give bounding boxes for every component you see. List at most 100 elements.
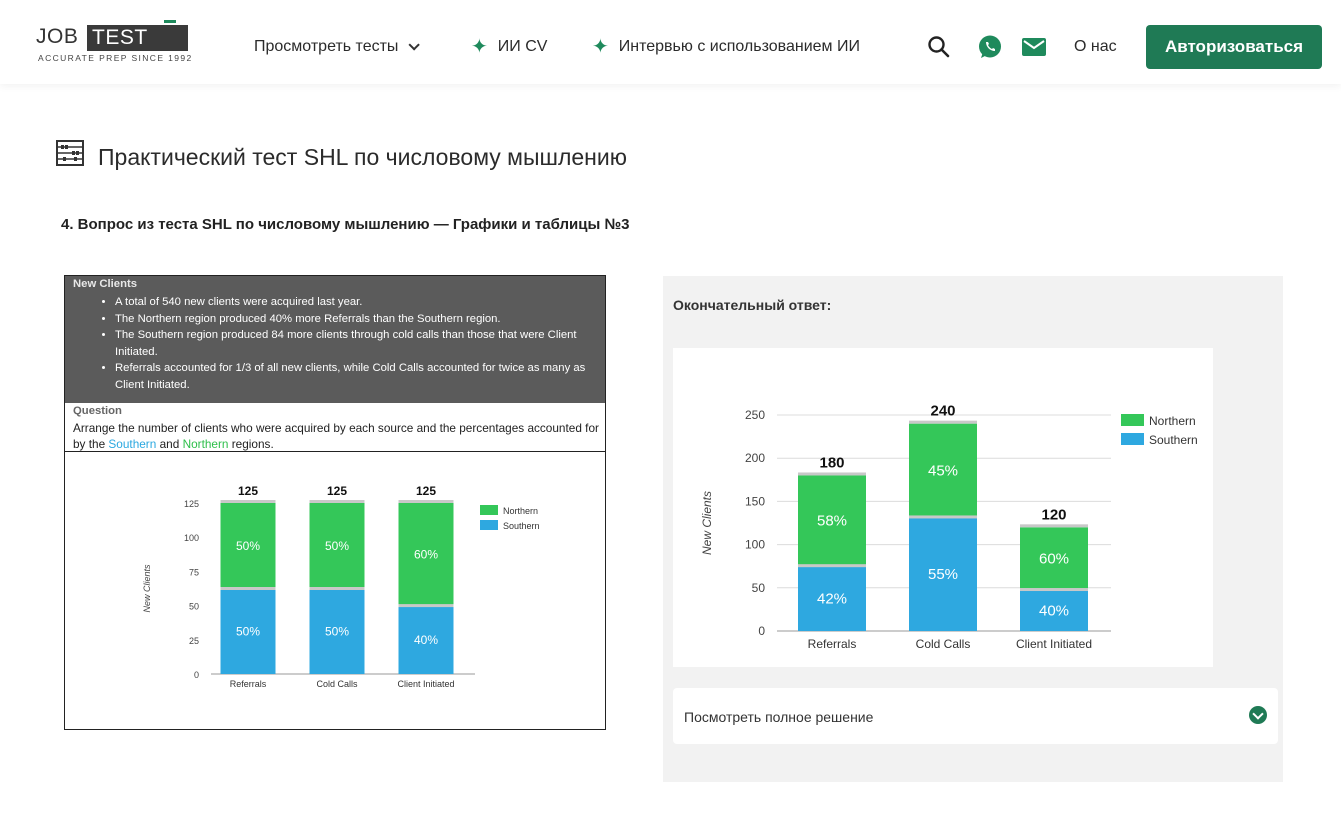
chevron-down-icon [408, 39, 421, 51]
y-axis-label: New Clients [142, 564, 152, 613]
page-title: Практический тест SHL по числовому мышле… [98, 144, 627, 170]
y-tick-label: 0 [758, 624, 765, 638]
search-icon[interactable] [926, 34, 952, 60]
bar-percent-label: 45% [928, 462, 958, 479]
bar-segment-southern [398, 605, 454, 674]
answer-chart: 0 50 100 150 200 250 New Clients 42% 58% 180 Refer… [700, 403, 1198, 651]
bar-segment-northern [309, 503, 365, 589]
sparkle-icon: ✦ [592, 36, 609, 58]
description-list: A total of 540 new clients were acquired… [115, 294, 595, 394]
bar-divider [309, 587, 365, 590]
y-tick-label: 50 [752, 581, 766, 595]
login-button[interactable]: Авторизоваться [1146, 25, 1322, 69]
bar-percent-label: 55% [928, 566, 958, 583]
description-item: A total of 540 new clients were acquired… [115, 294, 595, 311]
y-tick-label: 100 [184, 533, 199, 543]
chevron-down-icon [1249, 706, 1267, 724]
y-tick-label: 200 [745, 451, 765, 465]
description-item: The Northern region produced 40% more Re… [115, 311, 595, 328]
y-tick-label: 50 [189, 602, 199, 612]
description-item: Referrals accounted for 1/3 of all new c… [115, 360, 595, 393]
x-tick-label: Client Initiated [1016, 637, 1092, 651]
bar-total-label: 125 [416, 484, 436, 498]
legend-label: Northern [503, 506, 538, 516]
bar-segment-northern [798, 475, 866, 566]
bar-percent-label: 50% [236, 539, 260, 553]
bar-total-label: 125 [327, 484, 347, 498]
question-southern: Southern [108, 437, 157, 451]
answer-chart-container: 0 50 100 150 200 250 New Clients 42% 58% 180 Refer… [673, 348, 1213, 667]
legend-swatch [480, 520, 498, 530]
nav-about-label: О нас [1074, 38, 1117, 55]
data-description: New Clients A total of 540 new clients w… [65, 276, 605, 403]
bar-segment-northern [220, 503, 276, 589]
y-tick-label: 250 [745, 408, 765, 422]
x-tick-label: Cold Calls [316, 679, 358, 689]
nav-view-tests[interactable]: Просмотреть тесты [254, 36, 421, 58]
nav-about[interactable]: О нас [1074, 36, 1117, 58]
bar-cap [909, 420, 977, 424]
abacus-icon [56, 140, 84, 166]
legend-label: Southern [503, 521, 540, 531]
x-tick-label: Client Initiated [397, 679, 454, 689]
nav-ai-interview-label: Интервью с использованием ИИ [618, 38, 860, 55]
bar-segment-southern [798, 565, 866, 631]
bar-segment-southern [220, 588, 276, 674]
question-text-and: and [156, 437, 183, 451]
sparkle-icon: ✦ [471, 36, 488, 58]
bar-percent-label: 50% [325, 624, 349, 638]
bar-divider [1020, 588, 1088, 592]
nav-ai-cv[interactable]: ✦ ИИ CV [471, 36, 547, 58]
bar-cap [220, 500, 276, 503]
bar-percent-label: 58% [817, 513, 847, 530]
bar-percent-label: 60% [1039, 550, 1069, 567]
legend-swatch [1121, 433, 1144, 445]
question-chart: 0 25 50 75 100 125 New Clients 50% 50% 125 Referra… [142, 484, 540, 689]
legend-swatch [480, 505, 498, 515]
bar-cap [309, 500, 365, 503]
logo-word-job: JOB [36, 25, 79, 48]
y-tick-label: 100 [745, 538, 765, 552]
question-northern: Northern [182, 437, 229, 451]
bar-segment-northern [398, 503, 454, 606]
bar-percent-label: 60% [414, 547, 438, 561]
bar-percent-label: 40% [414, 633, 438, 647]
nav-ai-interview[interactable]: ✦ Интервью с использованием ИИ [592, 36, 860, 58]
bar-cap [398, 500, 454, 503]
legend-swatch [1121, 414, 1144, 426]
site-header: JOB TEST PREP ACCURATE PREP SINCE 1992 П… [0, 0, 1341, 84]
bar-total-label: 180 [819, 454, 844, 471]
logo[interactable]: JOB TEST PREP ACCURATE PREP SINCE 1992 [36, 20, 191, 73]
bar-percent-label: 50% [236, 624, 260, 638]
whatsapp-icon[interactable] [977, 34, 1003, 60]
legend-label: Northern [1149, 414, 1196, 428]
bar-total-label: 120 [1041, 506, 1066, 523]
y-axis-label: New Clients [700, 491, 714, 555]
bar-percent-label: 50% [325, 539, 349, 553]
nav-ai-cv-label: ИИ CV [497, 38, 548, 55]
y-tick-label: 75 [189, 567, 199, 577]
bar-total-label: 125 [238, 484, 258, 498]
bar-percent-label: 40% [1039, 602, 1069, 619]
bar-segment-northern [909, 423, 977, 517]
bar-total-label: 240 [930, 403, 955, 420]
view-solution-button[interactable]: Посмотреть полное решение [673, 688, 1278, 744]
bar-segment-southern [309, 588, 365, 674]
legend-label: Southern [1149, 433, 1198, 447]
question-label: Question [73, 405, 122, 417]
question-heading: 4. Вопрос из теста SHL по числовому мышл… [61, 216, 630, 233]
bar-divider [398, 604, 454, 608]
question-text-part: Arrange the number of clients who were a… [73, 421, 599, 451]
question-panel: New Clients A total of 540 new clients w… [64, 275, 606, 730]
bar-cap [798, 472, 866, 476]
bar-segment-southern [1020, 589, 1088, 631]
y-tick-label: 125 [184, 499, 199, 509]
bar-divider [798, 564, 866, 568]
question-text-end: regions. [228, 437, 274, 451]
view-solution-label: Посмотреть полное решение [684, 709, 874, 725]
bar-percent-label: 42% [817, 590, 847, 607]
description-header: New Clients [73, 278, 138, 290]
mail-icon[interactable] [1021, 34, 1047, 60]
x-tick-label: Referrals [230, 679, 267, 689]
x-tick-label: Referrals [808, 637, 857, 651]
